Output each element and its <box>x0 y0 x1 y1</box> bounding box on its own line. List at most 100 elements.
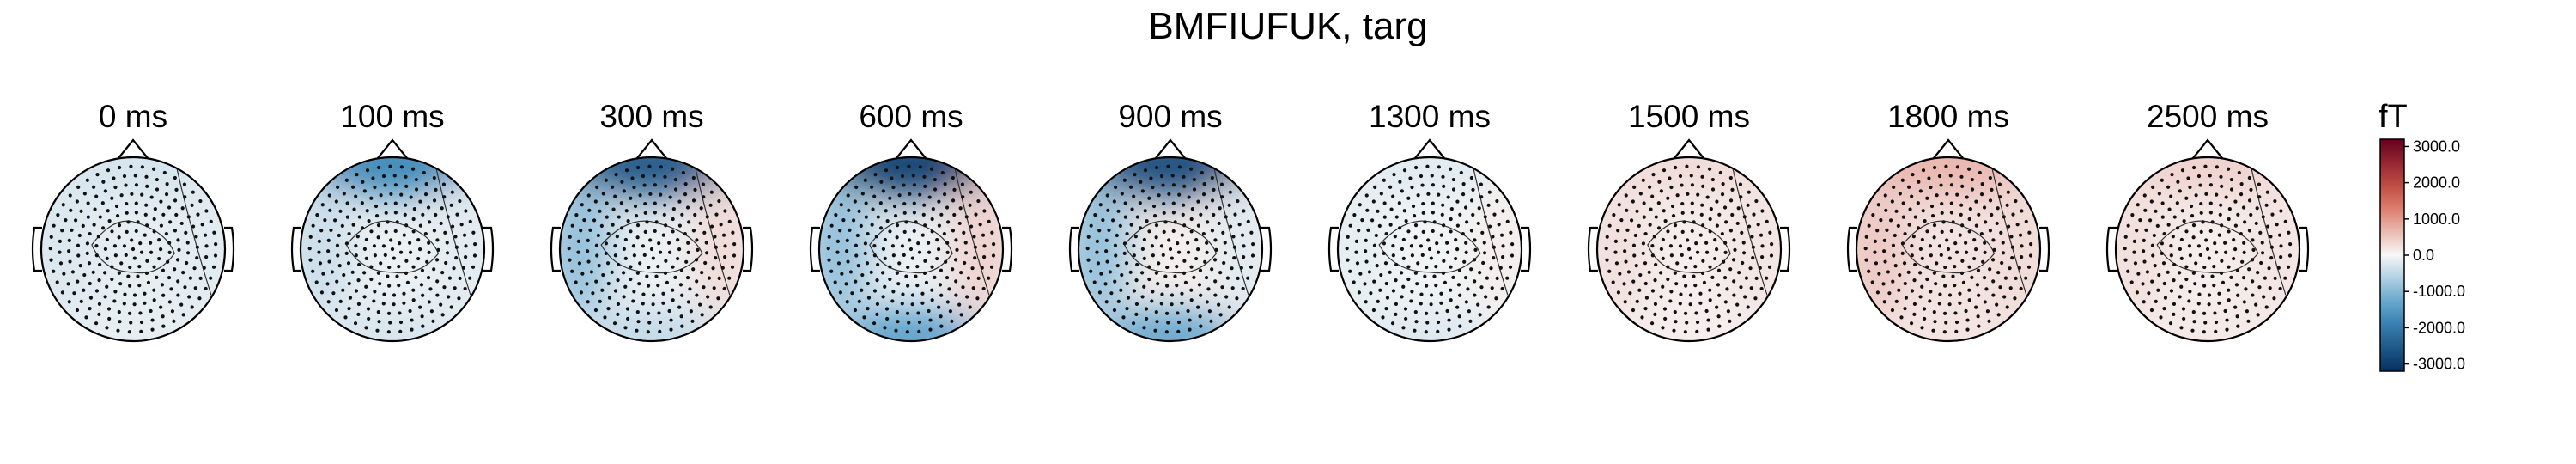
head-outline <box>809 138 1013 343</box>
contour-lines <box>1647 157 1768 296</box>
colorbar-tick-label: 2000.0 <box>2413 174 2460 192</box>
contour-lines <box>1378 157 1509 296</box>
sensor-dots <box>567 164 737 334</box>
field-occipital-blob <box>319 310 466 341</box>
left-ear-outline <box>550 226 561 272</box>
right-ear-outline <box>483 226 495 272</box>
colorbar-tick-label: 1000.0 <box>2413 211 2460 228</box>
colorbar-tick-label: -3000.0 <box>2413 356 2465 373</box>
left-ear-outline <box>1587 226 1598 272</box>
right-ear-outline <box>1261 226 1273 272</box>
head-circle <box>1336 156 1523 343</box>
left-ear-outline <box>2105 226 2117 272</box>
topomap-8: 2500 ms <box>2105 99 2310 343</box>
topomap-time-label: 0 ms <box>99 99 167 134</box>
left-ear-outline <box>1068 226 1079 272</box>
topomap-time-label: 600 ms <box>859 99 963 134</box>
colorbar-tick-label: -1000.0 <box>2413 283 2465 300</box>
topomap-6: 1500 ms <box>1587 99 1791 343</box>
right-ear-outline <box>2299 226 2310 272</box>
nose-outline <box>1933 138 1964 159</box>
figure-title: BMFIUFUK, targ <box>1148 5 1427 47</box>
right-ear-outline <box>1780 226 1791 272</box>
head-circle <box>299 156 486 343</box>
field-occipital-blob <box>1615 310 1763 341</box>
nose-outline <box>1414 138 1445 159</box>
contour-lines <box>2156 157 2287 296</box>
field-occipital-blob <box>59 310 207 341</box>
colorbar-unit-label: fT <box>2379 99 2408 135</box>
right-ear-outline <box>224 226 235 272</box>
contour-lines <box>91 157 212 296</box>
nose-outline <box>2192 138 2223 159</box>
nose-outline <box>1155 138 1186 159</box>
right-ear-outline <box>2039 226 2050 272</box>
topomap-7: 1800 ms <box>1846 99 2050 343</box>
left-ear-outline <box>31 226 42 272</box>
sensor-dots <box>1604 164 1774 334</box>
field-occipital-blob <box>1356 310 1504 341</box>
topomap-0: 0 ms <box>31 99 235 343</box>
nose-outline <box>896 138 927 159</box>
head-circle <box>1855 156 2042 343</box>
field-occipital-blob <box>578 310 726 341</box>
head-outline <box>1587 138 1791 343</box>
field-occipital-blob <box>2134 310 2281 341</box>
left-ear-outline <box>809 226 820 272</box>
topomap-time-label: 100 ms <box>340 99 444 134</box>
head-circle <box>1595 156 1783 343</box>
topomap-5: 1300 ms <box>1327 99 1532 343</box>
left-ear-outline <box>290 226 301 272</box>
sensor-dots <box>2123 164 2293 334</box>
topomap-2: 300 ms <box>550 99 754 343</box>
topomap-time-label: 1300 ms <box>1369 99 1491 134</box>
head-circle <box>817 156 1005 343</box>
topomap-time-label: 1800 ms <box>1887 99 2009 134</box>
topomap-panels: 0 ms 100 ms 300 ms 600 ms 900 ms 1300 ms 1500 … <box>31 99 2310 343</box>
topomap-time-label: 300 ms <box>599 99 703 134</box>
head-outline <box>31 138 235 343</box>
contour-lines <box>1901 157 2027 296</box>
right-ear-outline <box>743 226 754 272</box>
sensor-dots <box>307 164 477 334</box>
head-circle <box>558 156 745 343</box>
colorbar-tick-label: 3000.0 <box>2413 137 2460 155</box>
right-ear-outline <box>1521 226 1532 272</box>
field-occipital-blob <box>1874 310 2022 341</box>
contour-lines <box>600 157 731 296</box>
topomap-time-label: 900 ms <box>1118 99 1222 134</box>
head-outline <box>290 138 495 343</box>
nose-outline <box>636 138 667 159</box>
head-circle <box>39 156 227 343</box>
colorbar-tick-label: -2000.0 <box>2413 319 2465 336</box>
head-circle <box>1077 156 1264 343</box>
colorbar: fT 3000.0 2000.0 1000.0 0.0 -1000.0 -2000.0 -3… <box>2379 99 2465 373</box>
right-ear-outline <box>1002 226 1013 272</box>
head-outline <box>1846 138 2050 343</box>
topomap-4: 900 ms <box>1068 99 1273 343</box>
nose-outline <box>1674 138 1704 159</box>
sensor-dots <box>826 164 996 334</box>
field-occipital-blob <box>1097 310 1244 341</box>
contour-lines <box>345 157 471 296</box>
topomap-time-label: 2500 ms <box>2147 99 2269 134</box>
sensor-dots <box>1085 164 1255 334</box>
contour-lines <box>1123 157 1249 296</box>
colorbar-gradient <box>2379 138 2405 372</box>
colorbar-tick-label: 0.0 <box>2413 247 2434 264</box>
sensor-dots <box>48 164 218 334</box>
head-circle <box>2114 156 2301 343</box>
topomap-1: 100 ms <box>290 99 495 343</box>
sensor-dots <box>1345 164 1515 334</box>
head-outline <box>1327 138 1532 343</box>
head-outline <box>1068 138 1273 343</box>
contour-lines <box>869 157 990 296</box>
topomap-3: 600 ms <box>809 99 1013 343</box>
topomap-time-label: 1500 ms <box>1628 99 1750 134</box>
head-outline <box>550 138 754 343</box>
field-occipital-blob <box>837 310 985 341</box>
head-outline <box>2105 138 2310 343</box>
colorbar-body: 3000.0 2000.0 1000.0 0.0 -1000.0 -2000.0 -3000… <box>2379 137 2465 373</box>
left-ear-outline <box>1327 226 1339 272</box>
